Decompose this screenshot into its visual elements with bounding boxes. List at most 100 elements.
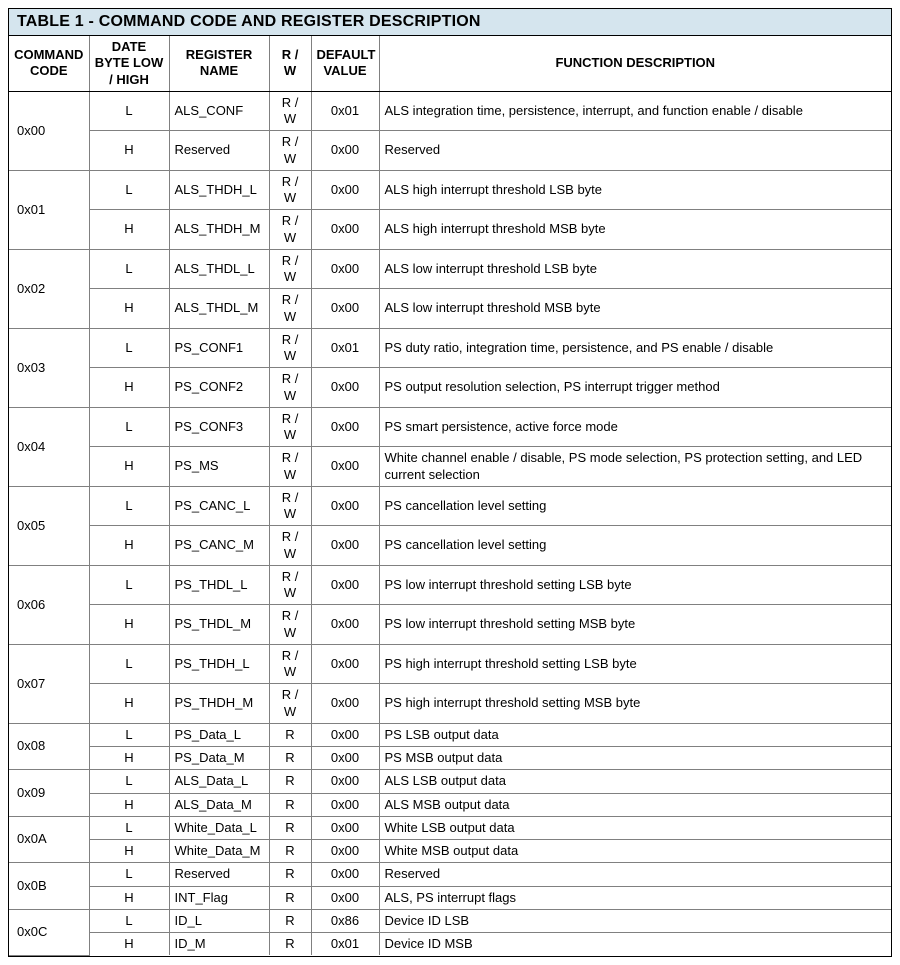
cell-default-value: 0x00 [311,368,379,408]
cell-byte: H [89,210,169,250]
cell-command-code: 0x09 [9,770,89,817]
cell-default-value: 0x00 [311,407,379,447]
cell-register-name: Reserved [169,863,269,886]
cell-byte: L [89,909,169,932]
cell-default-value: 0x00 [311,289,379,329]
cell-register-name: PS_THDL_L [169,565,269,605]
cell-byte: H [89,289,169,329]
cell-command-code: 0x02 [9,249,89,328]
cell-byte: H [89,447,169,487]
cell-command-code: 0x03 [9,328,89,407]
table-row: 0x09LALS_Data_LR0x00ALS LSB output data [9,770,891,793]
table-row: HPS_THDL_MR / W0x00PS low interrupt thre… [9,605,891,645]
cell-register-name: ALS_THDH_L [169,170,269,210]
cell-rw: R / W [269,605,311,645]
cell-rw: R [269,933,311,956]
cell-function-description: PS LSB output data [379,723,891,746]
table-row: HINT_FlagR0x00ALS, PS interrupt flags [9,886,891,909]
cell-rw: R / W [269,486,311,526]
cell-command-code: 0x00 [9,91,89,170]
cell-command-code: 0x08 [9,723,89,770]
cell-command-code: 0x0C [9,909,89,955]
cell-byte: L [89,770,169,793]
cell-rw: R / W [269,131,311,171]
cell-function-description: PS cancellation level setting [379,486,891,526]
cell-function-description: Reserved [379,131,891,171]
table-row: 0x04LPS_CONF3R / W0x00PS smart persisten… [9,407,891,447]
table-row: 0x0BLReservedR0x00Reserved [9,863,891,886]
cell-byte: L [89,407,169,447]
cell-function-description: ALS integration time, persistence, inter… [379,91,891,131]
table-row: HPS_MSR / W0x00White channel enable / di… [9,447,891,487]
cell-default-value: 0x00 [311,840,379,863]
cell-default-value: 0x00 [311,447,379,487]
cell-function-description: PS cancellation level setting [379,526,891,566]
cell-register-name: PS_Data_M [169,747,269,770]
table-row: 0x03LPS_CONF1R / W0x01PS duty ratio, int… [9,328,891,368]
cell-byte: L [89,863,169,886]
cell-byte: H [89,840,169,863]
cell-byte: H [89,131,169,171]
table-row: 0x07LPS_THDH_LR / W0x00PS high interrupt… [9,644,891,684]
col-header-rw: R / W [269,36,311,91]
cell-function-description: PS low interrupt threshold setting LSB b… [379,565,891,605]
cell-command-code: 0x0A [9,816,89,863]
cell-rw: R [269,909,311,932]
cell-default-value: 0x00 [311,886,379,909]
table-row: HALS_THDH_MR / W0x00ALS high interrupt t… [9,210,891,250]
cell-rw: R / W [269,249,311,289]
cell-register-name: White_Data_L [169,816,269,839]
cell-register-name: PS_THDH_M [169,684,269,724]
cell-register-name: ID_M [169,933,269,956]
cell-byte: L [89,565,169,605]
cell-function-description: ALS LSB output data [379,770,891,793]
cell-byte: L [89,170,169,210]
cell-rw: R [269,723,311,746]
cell-rw: R / W [269,170,311,210]
cell-rw: R / W [269,526,311,566]
cell-function-description: PS smart persistence, active force mode [379,407,891,447]
cell-function-description: Device ID LSB [379,909,891,932]
cell-function-description: ALS high interrupt threshold MSB byte [379,210,891,250]
cell-function-description: ALS high interrupt threshold LSB byte [379,170,891,210]
table-row: HPS_CONF2R / W0x00PS output resolution s… [9,368,891,408]
table-row: 0x01LALS_THDH_LR / W0x00ALS high interru… [9,170,891,210]
cell-byte: L [89,816,169,839]
cell-default-value: 0x01 [311,328,379,368]
cell-rw: R / W [269,91,311,131]
table-row: 0x02LALS_THDL_LR / W0x00ALS low interrup… [9,249,891,289]
cell-default-value: 0x00 [311,793,379,816]
cell-function-description: White LSB output data [379,816,891,839]
cell-default-value: 0x01 [311,933,379,956]
cell-byte: H [89,605,169,645]
cell-default-value: 0x00 [311,816,379,839]
cell-default-value: 0x00 [311,644,379,684]
cell-default-value: 0x00 [311,723,379,746]
cell-register-name: PS_CONF1 [169,328,269,368]
table-row: HALS_Data_MR0x00ALS MSB output data [9,793,891,816]
cell-rw: R [269,886,311,909]
cell-byte: L [89,249,169,289]
cell-rw: R [269,747,311,770]
cell-register-name: PS_CANC_M [169,526,269,566]
cell-register-name: ALS_THDL_L [169,249,269,289]
cell-byte: H [89,526,169,566]
table-row: HPS_THDH_MR / W0x00PS high interrupt thr… [9,684,891,724]
table-row: HPS_CANC_MR / W0x00PS cancellation level… [9,526,891,566]
table-row: 0x0ALWhite_Data_LR0x00White LSB output d… [9,816,891,839]
col-header-command-code: COMMAND CODE [9,36,89,91]
cell-rw: R [269,863,311,886]
cell-register-name: PS_THDL_M [169,605,269,645]
cell-function-description: PS high interrupt threshold setting MSB … [379,684,891,724]
cell-function-description: ALS low interrupt threshold MSB byte [379,289,891,329]
cell-register-name: PS_THDH_L [169,644,269,684]
table-row: HID_MR0x01Device ID MSB [9,933,891,956]
cell-byte: H [89,933,169,956]
cell-byte: L [89,644,169,684]
cell-rw: R / W [269,328,311,368]
cell-rw: R / W [269,210,311,250]
cell-rw: R / W [269,565,311,605]
cell-rw: R [269,770,311,793]
cell-register-name: ALS_Data_M [169,793,269,816]
cell-function-description: PS low interrupt threshold setting MSB b… [379,605,891,645]
